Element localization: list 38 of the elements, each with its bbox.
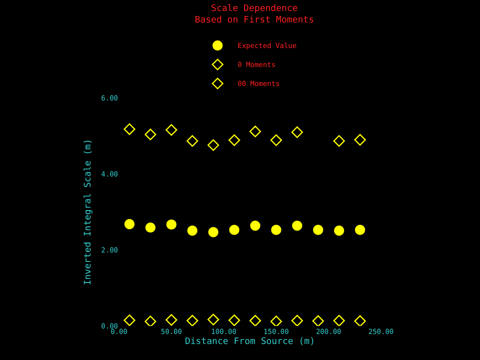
point bbox=[186, 135, 198, 147]
point bbox=[291, 314, 303, 326]
point bbox=[166, 219, 176, 230]
point bbox=[249, 314, 262, 326]
point bbox=[228, 314, 240, 326]
point bbox=[208, 314, 220, 326]
point bbox=[291, 126, 303, 138]
point bbox=[354, 134, 366, 146]
point bbox=[270, 316, 282, 326]
point bbox=[166, 124, 178, 136]
point bbox=[292, 220, 302, 231]
point bbox=[249, 126, 262, 138]
point bbox=[333, 135, 345, 147]
point bbox=[313, 224, 324, 235]
chart-title: Scale Dependence Based on First Moments bbox=[194, 4, 314, 26]
point bbox=[144, 128, 156, 140]
point bbox=[124, 219, 135, 230]
point bbox=[144, 316, 156, 326]
point bbox=[271, 224, 282, 235]
point bbox=[208, 227, 218, 238]
point bbox=[186, 314, 198, 326]
point bbox=[354, 315, 366, 326]
point bbox=[187, 226, 198, 236]
point bbox=[208, 139, 220, 151]
point bbox=[312, 315, 324, 326]
point bbox=[250, 220, 260, 231]
point bbox=[124, 314, 136, 326]
y-axis-title: Inverted Integral Scale (m) bbox=[83, 138, 94, 286]
x-axis-title: Distance From Source (m) bbox=[184, 336, 316, 347]
point bbox=[270, 134, 282, 146]
point bbox=[334, 226, 344, 236]
point bbox=[145, 222, 156, 233]
point bbox=[229, 224, 240, 235]
point bbox=[228, 134, 240, 146]
point bbox=[124, 123, 136, 135]
point bbox=[166, 314, 178, 326]
point bbox=[354, 224, 366, 235]
point bbox=[333, 314, 345, 326]
